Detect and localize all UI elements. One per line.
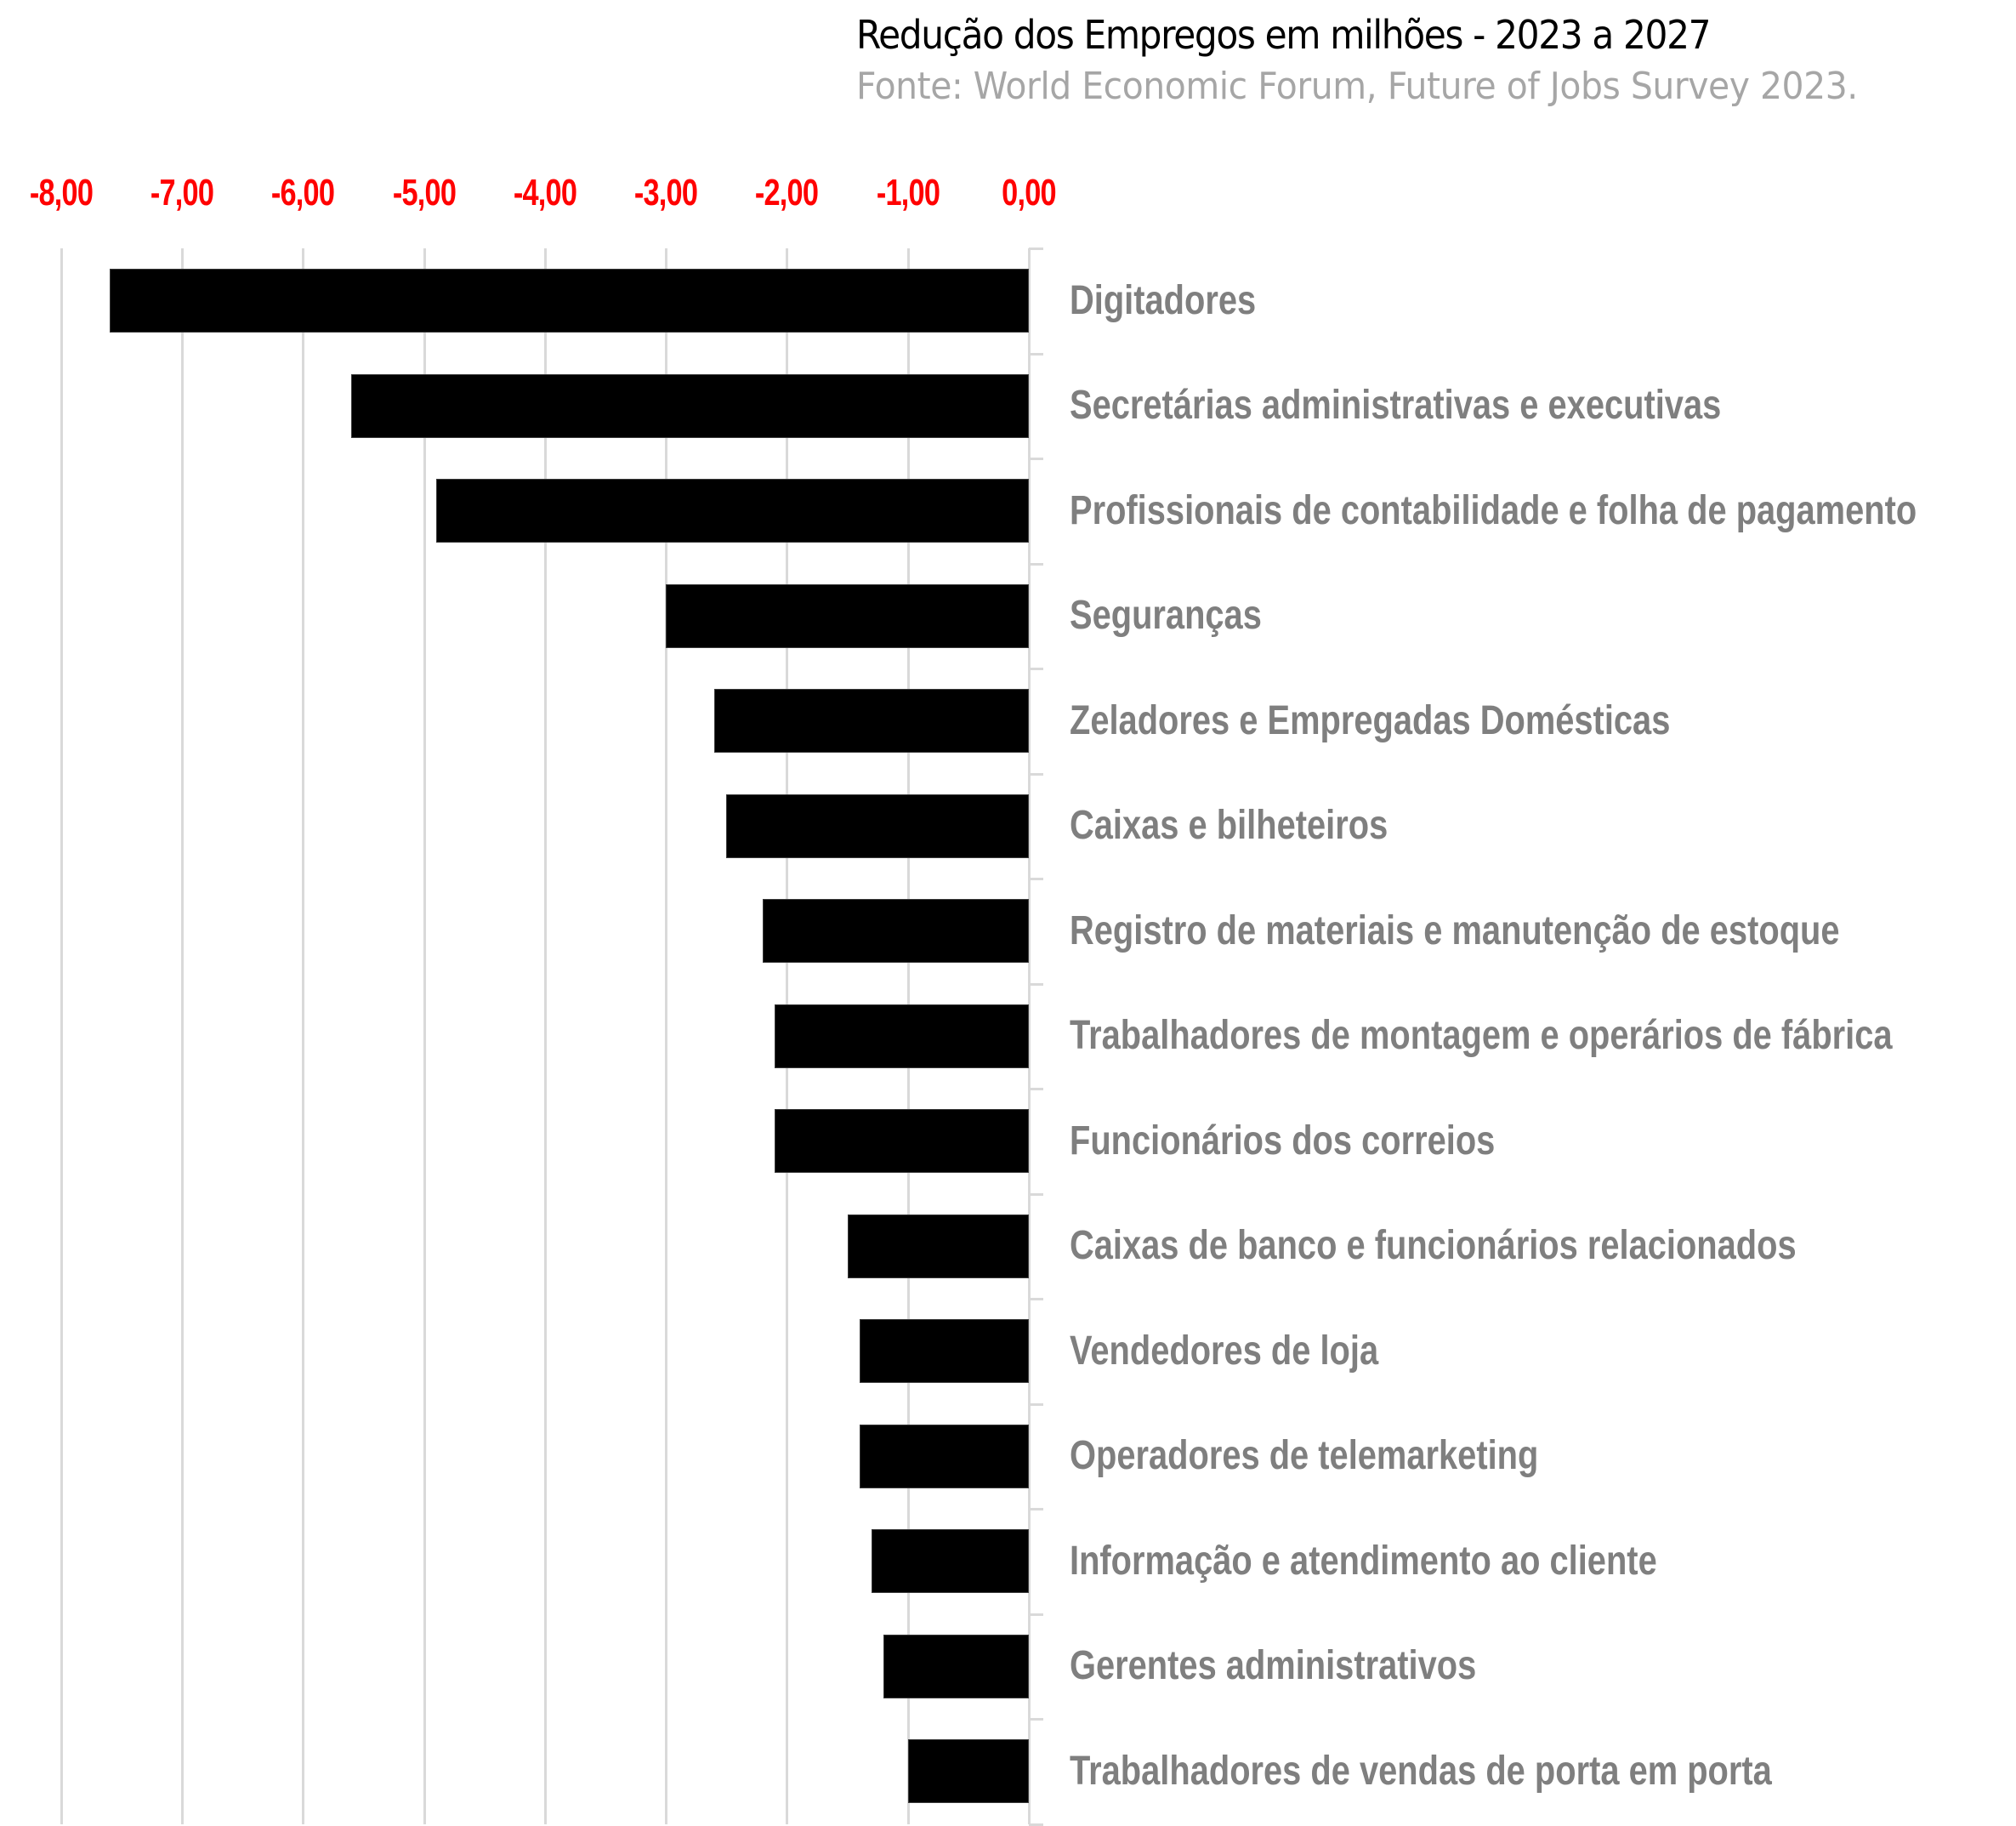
category-tick bbox=[1029, 1718, 1043, 1721]
bar bbox=[775, 1109, 1029, 1174]
bar bbox=[859, 1424, 1029, 1488]
category-tick bbox=[1029, 772, 1043, 776]
category-tick bbox=[1029, 878, 1043, 880]
gridline bbox=[60, 248, 63, 1824]
category-label: Informação e atendimento ao cliente bbox=[1070, 1538, 1657, 1584]
category-tick bbox=[1029, 982, 1043, 986]
category-label: Gerentes administrativos bbox=[1070, 1643, 1477, 1689]
category-tick bbox=[1029, 1088, 1043, 1090]
category-tick bbox=[1029, 1823, 1043, 1826]
chart-subtitle: Fonte: World Economic Forum, Future of J… bbox=[856, 65, 1858, 108]
category-label: Trabalhadores de montagem e operários de… bbox=[1070, 1013, 1893, 1059]
category-label: Seguranças bbox=[1070, 593, 1262, 639]
category-label: Caixas e bilheteiros bbox=[1070, 803, 1388, 849]
category-label: Funcionários dos correios bbox=[1070, 1118, 1496, 1163]
bar bbox=[847, 1214, 1029, 1278]
category-tick bbox=[1029, 562, 1043, 566]
bar bbox=[775, 1004, 1029, 1068]
x-tick-label: -3,00 bbox=[633, 172, 698, 213]
gridline bbox=[665, 248, 668, 1824]
x-tick-label: -4,00 bbox=[513, 172, 577, 213]
category-axis-line bbox=[1028, 248, 1031, 1824]
gridline bbox=[543, 248, 547, 1824]
category-label: Profissionais de contabilidade e folha d… bbox=[1070, 487, 1917, 533]
category-tick bbox=[1029, 352, 1043, 356]
bar bbox=[872, 1529, 1029, 1594]
category-label: Operadores de telemarketing bbox=[1070, 1433, 1539, 1479]
category-label: Zeladores e Empregadas Domésticas bbox=[1070, 697, 1671, 743]
category-tick bbox=[1029, 1613, 1043, 1616]
category-label: Trabalhadores de vendas de porta em port… bbox=[1070, 1748, 1772, 1794]
bar bbox=[726, 794, 1029, 858]
category-tick bbox=[1029, 247, 1043, 250]
bar bbox=[859, 1319, 1029, 1384]
x-tick-label: -2,00 bbox=[755, 172, 819, 213]
category-label: Secretárias administrativas e executivas bbox=[1070, 383, 1722, 429]
bar bbox=[883, 1634, 1029, 1698]
category-tick bbox=[1029, 668, 1043, 670]
gridline bbox=[423, 248, 426, 1824]
bar bbox=[907, 1739, 1029, 1804]
category-label: Vendedores de loja bbox=[1070, 1328, 1379, 1374]
chart-title: Redução dos Empregos em milhões - 2023 a… bbox=[856, 12, 1712, 58]
x-tick-label: -1,00 bbox=[876, 172, 940, 213]
gridline bbox=[180, 248, 184, 1824]
bar bbox=[666, 583, 1029, 648]
category-label: Registro de materiais e manutenção de es… bbox=[1070, 907, 1840, 953]
category-tick bbox=[1029, 1508, 1043, 1510]
category-label: Digitadores bbox=[1070, 277, 1257, 323]
bar bbox=[351, 373, 1029, 438]
category-tick bbox=[1029, 1298, 1043, 1300]
bar bbox=[109, 269, 1029, 333]
category-tick bbox=[1029, 1402, 1043, 1406]
x-tick-label: -7,00 bbox=[150, 172, 214, 213]
bar bbox=[435, 479, 1029, 543]
category-label: Caixas de banco e funcionários relaciona… bbox=[1070, 1223, 1797, 1269]
x-tick-label: -5,00 bbox=[392, 172, 456, 213]
category-tick bbox=[1029, 1192, 1043, 1196]
x-tick-label: 0,00 bbox=[1002, 172, 1056, 213]
gridline bbox=[302, 248, 305, 1824]
category-tick bbox=[1029, 458, 1043, 460]
bar bbox=[714, 689, 1029, 754]
x-tick-label: -6,00 bbox=[271, 172, 335, 213]
x-tick-label: -8,00 bbox=[29, 172, 93, 213]
bar bbox=[762, 899, 1029, 964]
